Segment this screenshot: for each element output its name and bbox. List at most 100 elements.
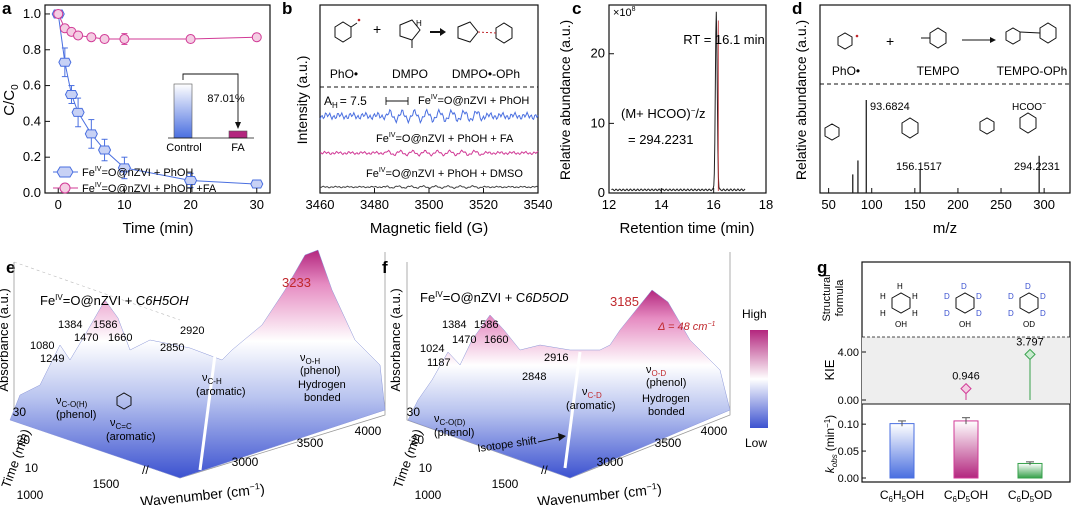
ticks-d: 50 100 150 200 250 300 bbox=[821, 188, 1055, 212]
structure-tempo bbox=[921, 27, 947, 49]
svg-text:D: D bbox=[1008, 292, 1014, 301]
axis-break: // bbox=[142, 463, 149, 477]
z-axis-label-e: Time (min) bbox=[0, 427, 33, 490]
panel-d: d + PhO• TEMPO TEMPO-OPh 93.6824 156.151… bbox=[792, 0, 1071, 237]
ann-aromatic-e: (aromatic) bbox=[106, 431, 156, 443]
label-tempo-oph: TEMPO-OPh bbox=[997, 64, 1068, 78]
x-tick-label-d: 50 bbox=[821, 197, 835, 212]
peak-3233: 3233 bbox=[282, 275, 311, 290]
structure-tempo-oph bbox=[1005, 22, 1057, 45]
benzene-icon bbox=[116, 392, 132, 410]
label-tempo: TEMPO bbox=[917, 64, 960, 78]
svg-text:+: + bbox=[886, 33, 894, 49]
z-tick-label-e: 20 bbox=[17, 433, 31, 447]
panel-e: e FeIV=O@nZVI + C6H5OH 3233 1384 1586 14… bbox=[0, 249, 386, 505]
label-dmpo-b: DMPO bbox=[392, 67, 428, 81]
y-tick-label-a: 0.2 bbox=[23, 149, 41, 164]
peak-1586-f: 1586 bbox=[474, 319, 498, 331]
svg-text:D: D bbox=[961, 282, 967, 291]
ann-cod: νC-O(D) bbox=[434, 413, 466, 427]
x-tick-label-d: 150 bbox=[904, 197, 926, 212]
x-tick-label-d: 300 bbox=[1033, 197, 1055, 212]
x-tick-label-e: 4000 bbox=[355, 424, 382, 438]
svg-text:H: H bbox=[897, 282, 903, 291]
scale-label-c: ×108 bbox=[613, 6, 636, 19]
y-tick-label-a: 0.8 bbox=[23, 42, 41, 57]
ann-hydrogen-e: Hydrogen bbox=[298, 379, 346, 391]
peak-1660-f: 1660 bbox=[484, 334, 508, 346]
y-axis-label-d: Relative abundance (a.u.) bbox=[793, 20, 809, 180]
inset-label-fa: FA bbox=[231, 142, 245, 154]
x-tick-label-c: 16 bbox=[706, 197, 720, 212]
z-tick-label-f: 30 bbox=[407, 405, 421, 419]
ticks-f: 1000 1500 3000 3500 4000 10 20 30 // bbox=[407, 405, 728, 502]
svg-text:OH: OH bbox=[959, 320, 971, 329]
panel-letter-d: d bbox=[792, 0, 802, 18]
peak-1660: 1660 bbox=[108, 332, 132, 344]
svg-text:+: + bbox=[373, 21, 381, 37]
structure-phenol-d bbox=[824, 123, 840, 141]
x-tick-label-f: 1000 bbox=[415, 488, 442, 502]
x-tick-label-f: 3000 bbox=[597, 455, 624, 469]
structure-tempo-d bbox=[901, 117, 919, 139]
x-axis-label-d: m/z bbox=[933, 220, 957, 237]
svg-text:H: H bbox=[880, 292, 886, 301]
peak-2920: 2920 bbox=[180, 325, 204, 337]
x-tick-label-e: 3500 bbox=[297, 436, 324, 450]
y-tick-label-c: 20 bbox=[591, 46, 605, 61]
y-tick-label-kobs: 0.10 bbox=[838, 419, 859, 431]
legend-label-a1: FeIV=O@nZVI + PhOH bbox=[82, 166, 193, 179]
svg-text:OH: OH bbox=[895, 320, 907, 329]
x-tick-label-b: 3540 bbox=[524, 197, 553, 212]
y-tick-label-c: 10 bbox=[591, 115, 605, 130]
series-label-b1: FeIV=O@nZVI + PhOH bbox=[418, 94, 529, 107]
y-tick-label-kobs: 0.05 bbox=[838, 446, 859, 458]
ann-phenol-f2: (phenol) bbox=[646, 377, 686, 389]
panel-letter-e: e bbox=[6, 258, 15, 277]
hcoo-label: HCOO− bbox=[1012, 101, 1046, 113]
structure-phob bbox=[334, 21, 358, 43]
svg-text:D: D bbox=[944, 309, 950, 318]
x-tick-label-a: 20 bbox=[183, 197, 197, 212]
panel-f: f FeIV=O@nZVI + C6D5OD 3185 Δ = 48 cm−1 … bbox=[382, 252, 731, 505]
peak-label-93: 93.6824 bbox=[870, 101, 910, 113]
x-tick-label-f: 3500 bbox=[655, 436, 682, 450]
structure-adduct bbox=[457, 21, 513, 44]
y-axis-label-a: C/C0 bbox=[1, 84, 21, 116]
svg-text:D: D bbox=[944, 292, 950, 301]
data-point-pink bbox=[73, 30, 84, 41]
chart-marks-g: 0.946 3.797 bbox=[889, 336, 1044, 479]
kie-value-label: 0.946 bbox=[952, 371, 980, 383]
data-point-pink bbox=[185, 34, 196, 45]
inset-bar-control bbox=[173, 83, 193, 139]
chromatogram-line bbox=[611, 11, 746, 192]
plot-frame-d bbox=[819, 4, 1071, 194]
axis-break: // bbox=[541, 463, 548, 477]
panel-letter-g: g bbox=[817, 258, 827, 277]
structure-dmpo bbox=[399, 19, 421, 48]
inset-bar-chart: 87.01% Control FA bbox=[166, 73, 254, 154]
panel-letter-f: f bbox=[382, 258, 388, 277]
legend-marker-pink bbox=[59, 182, 71, 194]
peak-3185: 3185 bbox=[610, 294, 639, 309]
peak-1586: 1586 bbox=[93, 319, 117, 331]
legend-marker-blue bbox=[56, 166, 74, 178]
data-point-pink bbox=[119, 34, 130, 45]
x-tick-label-a: 30 bbox=[250, 197, 264, 212]
title-f: FeIV=O@nZVI + C6D5OD bbox=[420, 290, 569, 305]
ann-co-phenol: νC-O(H) bbox=[56, 395, 88, 409]
y-tick-label-a: 1.0 bbox=[23, 6, 41, 21]
peak-1384-f: 1384 bbox=[442, 319, 466, 331]
ylabel-formula: formula bbox=[834, 279, 846, 317]
y-tick-label-kobs: 0.00 bbox=[838, 473, 859, 485]
kobs-bar bbox=[953, 420, 979, 479]
inset-label-control: Control bbox=[166, 142, 201, 154]
ann-cc: νC=C bbox=[110, 417, 132, 431]
ticks-b: 3460 3480 3500 3520 3540 bbox=[306, 188, 553, 212]
z-tick-label-f: 10 bbox=[419, 461, 433, 475]
peak-label-294: 294.2231 bbox=[1014, 161, 1060, 173]
series-label-b2: FeIV=O@nZVI + PhOH + FA bbox=[376, 132, 514, 145]
ylabel-kie: KIE bbox=[822, 359, 837, 380]
kie-value-label: 3.797 bbox=[1016, 336, 1044, 348]
legend-label-a2: FeIV=O@nZVI + PhOH +FA bbox=[82, 182, 217, 195]
